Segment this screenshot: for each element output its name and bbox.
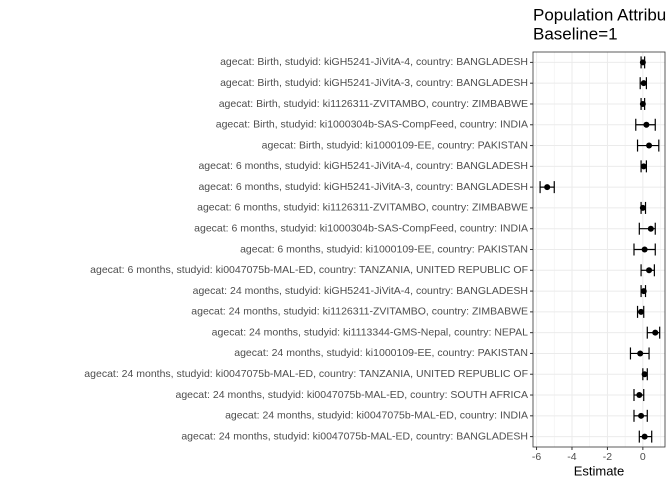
point [641,371,648,378]
x-axis-title: Estimate [574,463,625,478]
y-tick-label: agecat: Birth, studyid: ki1000109-EE, co… [262,139,528,151]
point [638,412,645,419]
point [636,392,643,399]
point [639,204,646,211]
y-tick-label: agecat: 6 months, studyid: ki1000304b-SA… [194,222,528,234]
y-tick-label: agecat: 24 months, studyid: ki1113344-GM… [212,326,528,338]
point [638,308,645,315]
y-tick-label: agecat: 24 months, studyid: ki0047075b-M… [225,410,528,422]
y-tick-label: agecat: 24 months, studyid: ki1126311-ZV… [191,306,528,318]
point [639,100,646,107]
point [641,246,648,253]
point [647,225,654,232]
point [637,350,644,357]
point [646,267,653,274]
point [641,433,648,440]
y-tick-label: agecat: 24 months, studyid: ki0047075b-M… [176,389,529,401]
point [652,329,659,336]
y-tick-label: agecat: 24 months, studyid: kiGH5241-JiV… [193,285,528,297]
y-tick-label: agecat: 6 months, studyid: ki1000109-EE,… [240,243,528,255]
y-tick-label: agecat: 6 months, studyid: ki0047075b-MA… [90,264,528,276]
y-tick-label: agecat: Birth, studyid: kiGH5241-JiVitA-… [220,77,528,89]
y-tick-label: agecat: Birth, studyid: ki1000304b-SAS-C… [216,119,528,131]
y-tick-label: agecat: 6 months, studyid: kiGH5241-JiVi… [198,181,528,193]
x-tick-label: 0 [640,451,646,463]
x-tick-label: -4 [567,451,576,463]
y-tick-label: agecat: Birth, studyid: ki1126311-ZVITAM… [219,98,528,110]
y-tick-label: agecat: Birth, studyid: kiGH5241-JiVitA-… [220,56,528,68]
point [640,163,647,170]
point [646,142,653,149]
point [639,59,646,66]
chart-subtitle: Baseline=1 [533,24,618,43]
y-tick-label: agecat: 24 months, studyid: ki0047075b-M… [181,430,528,442]
point [640,80,647,87]
point [640,288,647,295]
y-tick-label: agecat: 6 months, studyid: ki1126311-ZVI… [197,202,528,214]
x-tick-label: -2 [603,451,612,463]
point [643,121,650,128]
point [544,184,551,191]
x-tick-label: -6 [532,451,541,463]
y-tick-label: agecat: 6 months, studyid: kiGH5241-JiVi… [198,160,528,172]
y-tick-label: agecat: 24 months, studyid: ki0047075b-M… [84,368,528,380]
chart-title: Population Attribu [533,5,666,24]
y-tick-label: agecat: 24 months, studyid: ki1000109-EE… [234,347,528,359]
